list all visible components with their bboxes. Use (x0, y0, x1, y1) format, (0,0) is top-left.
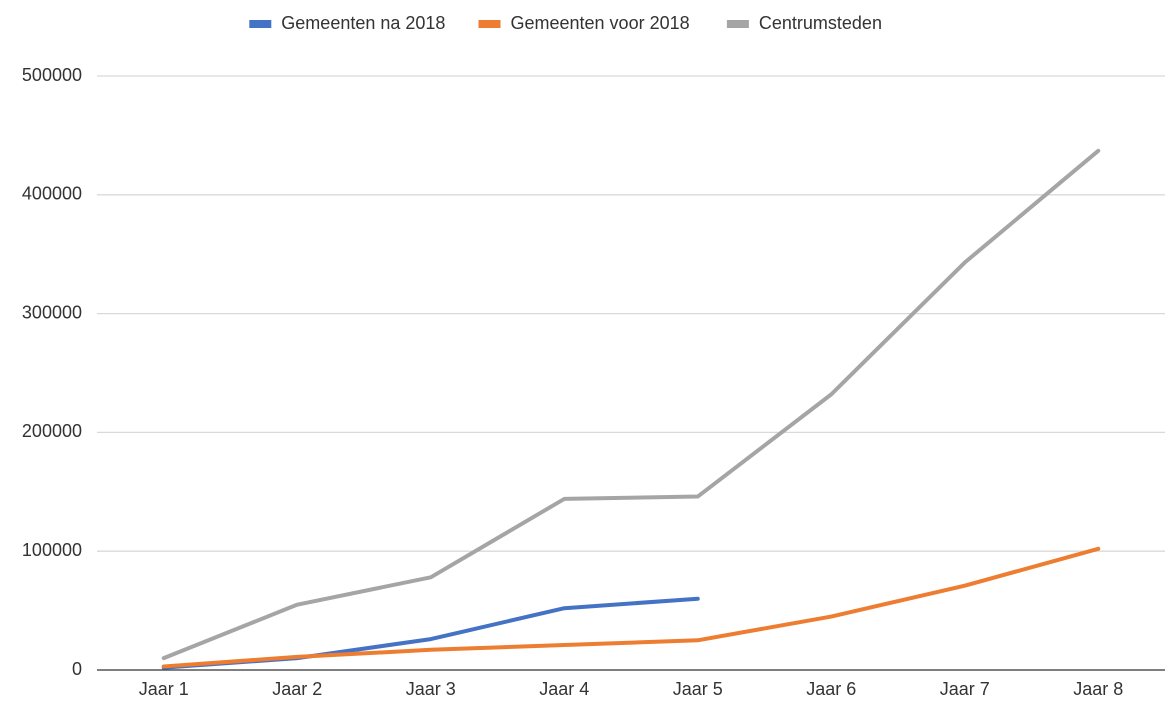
legend-swatch (726, 20, 749, 28)
legend-swatch (249, 20, 272, 28)
y-tick-label: 500000 (22, 65, 82, 85)
y-tick-label: 400000 (22, 184, 82, 204)
line-series (161, 596, 700, 670)
x-tick-label: Jaar 3 (406, 679, 456, 699)
y-tick-label: 300000 (22, 302, 82, 322)
x-tick-label: Jaar 5 (673, 679, 723, 699)
y-tick-label: 200000 (22, 421, 82, 441)
y-tick-label: 100000 (22, 540, 82, 560)
line-series (161, 546, 1101, 669)
x-tick-label: Jaar 8 (1073, 679, 1123, 699)
line-series (161, 148, 1101, 661)
x-tick-label: Jaar 4 (539, 679, 589, 699)
y-tick-label: 0 (72, 659, 82, 679)
legend-swatch (478, 20, 501, 28)
legend-label: Gemeenten voor 2018 (511, 13, 690, 33)
x-tick-label: Jaar 1 (139, 679, 189, 699)
x-tick-label: Jaar 6 (806, 679, 856, 699)
legend-label: Gemeenten na 2018 (281, 13, 445, 33)
x-tick-label: Jaar 7 (940, 679, 990, 699)
legend-label: Centrumsteden (759, 13, 882, 33)
x-tick-label: Jaar 2 (272, 679, 322, 699)
